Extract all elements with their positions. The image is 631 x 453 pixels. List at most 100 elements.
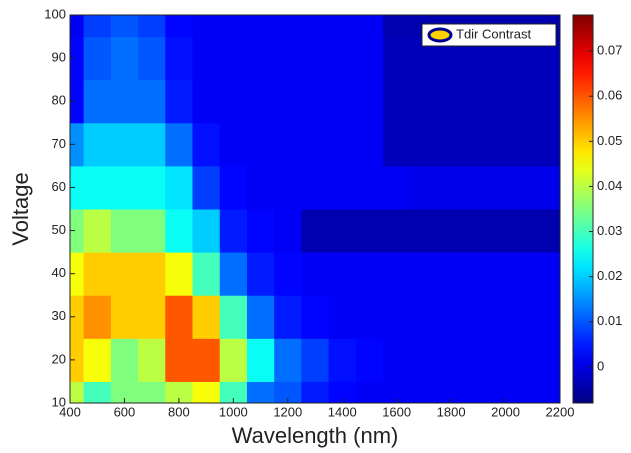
contour-cell — [410, 122, 438, 167]
contour-cell — [110, 252, 139, 296]
contour-cell — [219, 79, 248, 124]
contour-cell — [138, 295, 166, 339]
contour-cell — [246, 381, 275, 404]
contour-cell — [219, 122, 248, 167]
contour-cell — [519, 381, 547, 404]
contour-cell — [70, 15, 85, 38]
contour-cell — [355, 252, 384, 296]
contour-cell — [546, 165, 561, 210]
contour-cell — [355, 381, 384, 404]
contour-cell — [274, 122, 302, 167]
contour-cell — [246, 15, 275, 38]
contour-cell — [383, 79, 411, 124]
contour-cell — [546, 252, 561, 296]
colorbar-tick-label: 0.06 — [597, 88, 622, 103]
contour-cell — [437, 165, 466, 210]
y-tick-label: 70 — [52, 136, 66, 151]
contour-cell — [410, 209, 438, 253]
colorbar-tick-label: 0.05 — [597, 133, 622, 148]
contour-cell — [110, 295, 139, 339]
contour-cell — [383, 209, 411, 253]
contour-cell — [83, 252, 112, 296]
contour-cell — [328, 252, 357, 296]
x-tick-label: 1000 — [219, 404, 248, 419]
x-tick-label: 2000 — [491, 404, 520, 419]
contour-cell — [138, 15, 166, 38]
contour-cell — [546, 36, 561, 81]
legend-label: Tdir Contrast — [456, 26, 532, 41]
contour-cell — [491, 381, 520, 404]
contour-cell — [410, 165, 438, 210]
contour-cell — [110, 165, 139, 210]
contour-cell — [464, 252, 493, 296]
contour-cell — [274, 15, 302, 38]
contour-cell — [83, 209, 112, 253]
contour-cell — [328, 165, 357, 210]
contour-cell — [70, 122, 85, 167]
contour-cell — [437, 295, 466, 339]
contour-cell — [192, 338, 221, 382]
contour-cell — [519, 209, 547, 253]
contour-cell — [192, 15, 221, 38]
x-tick-label: 1600 — [382, 404, 411, 419]
contour-cell — [301, 338, 330, 382]
contour-cell — [383, 15, 411, 38]
x-tick-label: 1400 — [328, 404, 357, 419]
contour-cell — [192, 295, 221, 339]
y-tick-label: 20 — [52, 351, 66, 366]
contour-cell — [301, 79, 330, 124]
x-tick-label: 1800 — [437, 404, 466, 419]
contour-cell — [301, 381, 330, 404]
contour-cell — [138, 79, 166, 124]
contour-cell — [301, 15, 330, 38]
contour-cell — [274, 209, 302, 253]
plot-frame — [69, 14, 561, 404]
contour-cell — [138, 209, 166, 253]
contour-cell — [383, 295, 411, 339]
contour-cell — [328, 295, 357, 339]
x-tick-label: 1200 — [273, 404, 302, 419]
legend-icon — [427, 27, 453, 43]
contour-cell — [70, 338, 85, 382]
contour-cell — [165, 36, 193, 81]
contour-cell — [355, 79, 384, 124]
contour-cell — [437, 381, 466, 404]
contour-cell — [383, 165, 411, 210]
contour-cell — [383, 252, 411, 296]
contour-cell — [491, 209, 520, 253]
contour-cell — [519, 122, 547, 167]
contour-cell — [355, 338, 384, 382]
contour-cell — [219, 252, 248, 296]
contour-cell — [410, 338, 438, 382]
y-tick-label: 100 — [44, 6, 66, 21]
contour-cell — [410, 295, 438, 339]
contour-cell — [138, 252, 166, 296]
contour-cell — [464, 209, 493, 253]
contour-cell — [546, 79, 561, 124]
contour-cell — [70, 79, 85, 124]
x-tick-label: 2200 — [546, 404, 575, 419]
contour-cell — [219, 165, 248, 210]
colorbar — [572, 14, 594, 404]
contour-cell — [165, 15, 193, 38]
contour-cell — [165, 381, 193, 404]
y-tick-label: 50 — [52, 222, 66, 237]
y-tick-label: 90 — [52, 50, 66, 65]
x-tick-label: 800 — [168, 404, 190, 419]
contour-cell — [328, 15, 357, 38]
contour-cell — [83, 338, 112, 382]
contour-cell — [246, 36, 275, 81]
contour-cell — [70, 36, 85, 81]
contour-cell — [301, 295, 330, 339]
contour-cell — [246, 79, 275, 124]
contour-cell — [83, 295, 112, 339]
contour-cell — [110, 79, 139, 124]
contour-cell — [464, 122, 493, 167]
contour-cell — [138, 36, 166, 81]
contour-cell — [70, 381, 85, 404]
contour-cell — [491, 122, 520, 167]
y-tick-label: 80 — [52, 93, 66, 108]
contour-cell — [464, 338, 493, 382]
contour-cell — [110, 122, 139, 167]
